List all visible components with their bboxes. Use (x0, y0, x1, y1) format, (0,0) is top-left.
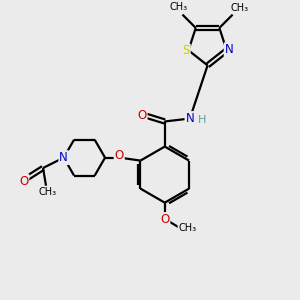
Text: O: O (137, 109, 147, 122)
Text: CH₃: CH₃ (38, 187, 56, 197)
Text: H: H (197, 115, 206, 125)
Text: S: S (182, 44, 190, 57)
Text: CH₃: CH₃ (178, 223, 196, 233)
Text: O: O (19, 175, 28, 188)
Text: CH₃: CH₃ (230, 3, 248, 13)
Text: N: N (185, 112, 194, 125)
Text: O: O (160, 213, 170, 226)
Text: N: N (225, 43, 233, 56)
Text: N: N (59, 151, 68, 164)
Text: O: O (115, 149, 124, 162)
Text: CH₃: CH₃ (170, 2, 188, 12)
